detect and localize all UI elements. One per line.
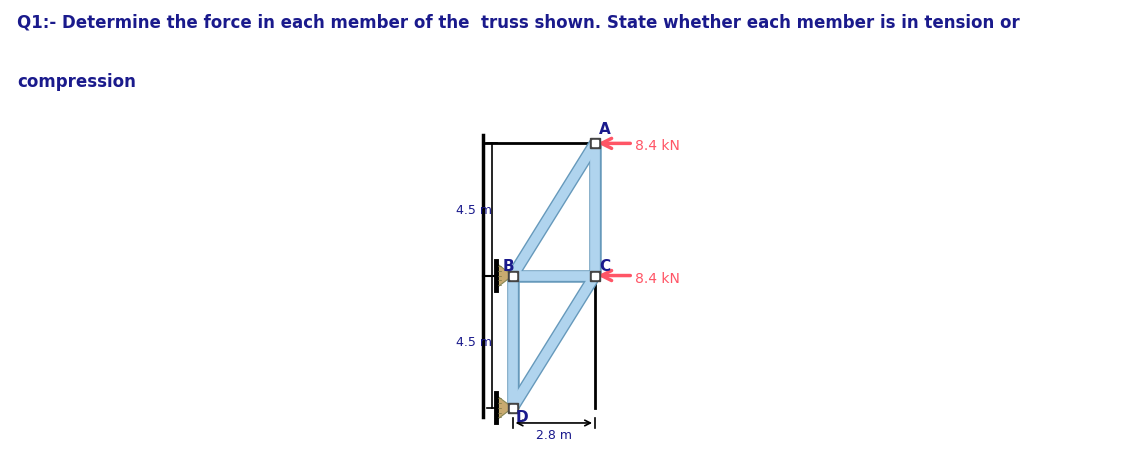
Text: 2.8 m: 2.8 m xyxy=(536,428,572,440)
Text: 8.4 kN: 8.4 kN xyxy=(636,271,680,285)
Text: 8.4 kN: 8.4 kN xyxy=(636,138,680,152)
Text: compression: compression xyxy=(17,73,136,91)
Polygon shape xyxy=(498,397,513,419)
Polygon shape xyxy=(498,265,513,287)
Text: D: D xyxy=(516,409,529,424)
Text: 4.5 m: 4.5 m xyxy=(456,335,492,349)
Text: B: B xyxy=(503,258,514,273)
Text: C: C xyxy=(599,258,611,273)
Text: 4.5 m: 4.5 m xyxy=(456,203,492,217)
Text: A: A xyxy=(598,122,611,137)
Text: Q1:- Determine the force in each member of the  truss shown. State whether each : Q1:- Determine the force in each member … xyxy=(17,14,1020,31)
